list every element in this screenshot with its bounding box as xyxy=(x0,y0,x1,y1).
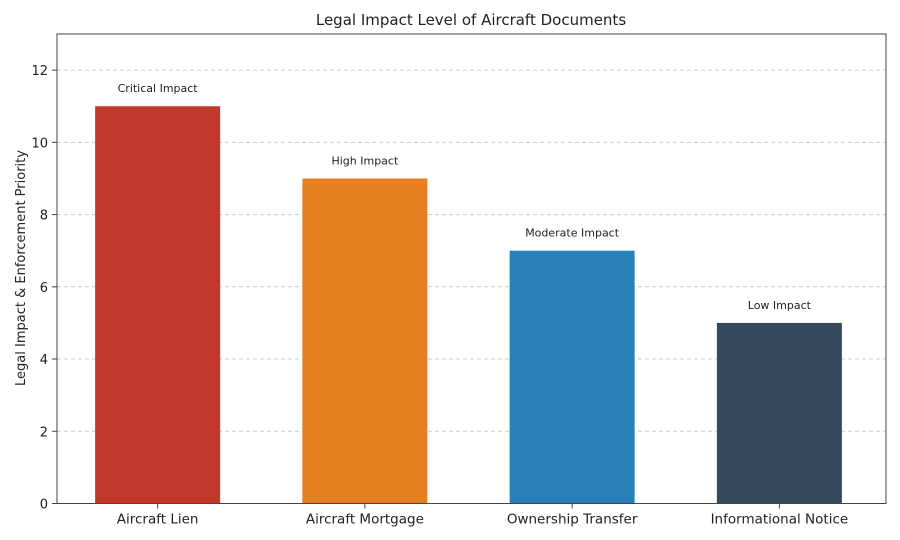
bar xyxy=(716,322,842,504)
y-tick-label: 0 xyxy=(40,498,48,513)
y-tick-label: 6 xyxy=(40,281,48,296)
x-tick-label: Ownership Transfer xyxy=(507,512,638,528)
chart-title: Legal Impact Level of Aircraft Documents xyxy=(316,11,626,29)
plot-frame xyxy=(56,33,887,504)
y-tick-label: 12 xyxy=(31,64,48,79)
bar-annotation: Low Impact xyxy=(748,299,812,312)
y-tick-label: 4 xyxy=(40,353,48,368)
y-tick-label: 10 xyxy=(31,136,48,151)
y-tick-label: 8 xyxy=(40,209,48,224)
bar xyxy=(95,106,221,504)
bar-annotation: Critical Impact xyxy=(118,82,199,95)
bar-annotation: Moderate Impact xyxy=(525,227,620,240)
bar xyxy=(302,178,428,504)
y-axis-label: Legal Impact & Enforcement Priority xyxy=(14,150,29,386)
x-tick-label: Aircraft Lien xyxy=(117,512,199,528)
bar-annotation: High Impact xyxy=(331,154,399,167)
x-tick-label: Aircraft Mortgage xyxy=(306,512,424,528)
y-tick-label: 2 xyxy=(40,425,48,440)
x-tick-label: Informational Notice xyxy=(711,512,849,528)
bar xyxy=(509,250,635,504)
